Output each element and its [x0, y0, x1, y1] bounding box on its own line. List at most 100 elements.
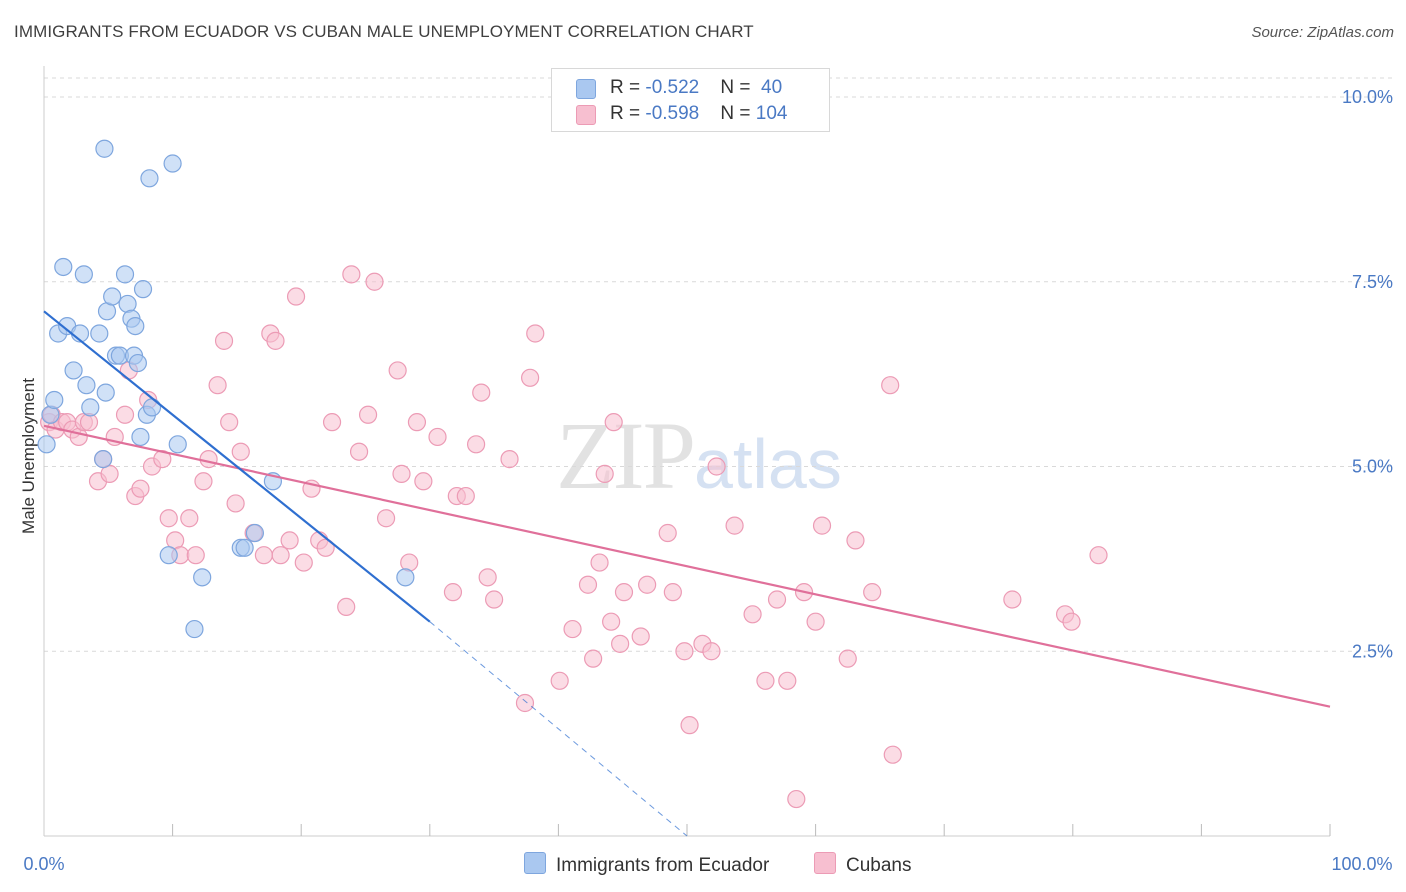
cubans-point-70 — [584, 649, 603, 668]
cubans-point-81 — [675, 642, 694, 661]
cubans-point-64 — [515, 693, 535, 713]
cubans-point-26 — [199, 450, 218, 469]
grid-lines — [44, 77, 1394, 652]
cubans-point-74 — [604, 413, 623, 432]
cubans-point-48 — [365, 272, 384, 291]
cubans-point-63 — [500, 450, 519, 469]
cubans-point-93 — [806, 612, 825, 631]
cubans-point-89 — [767, 590, 787, 609]
ecuador-point-36 — [235, 538, 254, 557]
chart-title: IMMIGRANTS FROM ECUADOR VS CUBAN MALE UN… — [14, 22, 754, 41]
cubans-trend-line — [43, 424, 1331, 708]
cubans-point-67 — [550, 671, 569, 690]
legend-r-value: -0.598 — [645, 103, 700, 124]
watermark-zip: ZIP — [556, 402, 696, 509]
ecuador-point-34 — [193, 568, 212, 587]
ecuador-point-29 — [142, 398, 162, 417]
cubans-point-49 — [376, 509, 396, 528]
ecuador-point-33 — [185, 619, 204, 639]
cubans-point-79 — [658, 523, 677, 543]
ecuador-point-12 — [94, 450, 113, 469]
cubans-point-68 — [563, 619, 582, 639]
cubans-point-44 — [337, 597, 356, 617]
cubans-point-29 — [220, 413, 239, 432]
cubans-point-94 — [812, 516, 832, 535]
y-tick-label-2: 7.5% — [1352, 272, 1393, 292]
bottom-legend-ecuador: Immigrants from Ecuador — [524, 852, 769, 877]
ecuador-point-4 — [54, 257, 73, 277]
ecuador-point-31 — [163, 154, 182, 173]
correlation-legend: R = -0.522 N = 40 R = -0.598 N = 104 — [551, 68, 830, 132]
bottom-legend-swatch-cubans — [814, 852, 836, 874]
cubans-point-62 — [485, 590, 504, 609]
ecuador-point-13 — [96, 383, 115, 402]
legend-n-label: N = — [720, 103, 756, 124]
cubans-point-53 — [407, 413, 427, 432]
cubans-point-36 — [271, 546, 290, 565]
legend-r-label: R = — [610, 77, 646, 98]
ecuador-point-19 — [115, 265, 135, 284]
y-axis-tick-labels: 2.5% 5.0% 7.5% 10.0% — [1342, 87, 1393, 661]
cubans-point-98 — [881, 376, 900, 395]
cubans-point-102 — [1062, 612, 1081, 631]
cubans-point-78 — [638, 575, 657, 594]
cubans-point-47 — [358, 405, 378, 424]
x-tick-label-max: 100.0% — [1331, 854, 1392, 874]
cubans-point-25 — [194, 472, 213, 491]
ecuador-point-2 — [45, 390, 64, 410]
y-tick-label-3: 10.0% — [1342, 87, 1393, 107]
cubans-point-37 — [280, 531, 299, 550]
ecuador-point-9 — [81, 398, 100, 417]
legend-n-value: 104 — [755, 103, 788, 124]
cubans-point-20 — [159, 509, 178, 528]
legend-swatch-ecuador — [576, 79, 596, 99]
bottom-legend-swatch-ecuador — [524, 852, 546, 874]
cubans-point-54 — [414, 472, 433, 491]
cubans-point-61 — [478, 568, 497, 587]
legend-n-value: 40 — [755, 77, 783, 98]
bottom-legend-label-ecuador: Immigrants from Ecuador — [556, 855, 770, 876]
y-tick-label-1: 5.0% — [1352, 457, 1393, 477]
cubans-points — [40, 265, 1108, 809]
cubans-point-73 — [602, 612, 621, 631]
cubans-point-27 — [208, 376, 227, 395]
ecuador-point-11 — [90, 324, 109, 343]
legend-text-ecuador: R = -0.522 N = 40 — [610, 77, 782, 99]
cubans-point-45 — [342, 265, 361, 284]
y-axis-title: Male Unemployment — [19, 378, 38, 534]
ecuador-point-24 — [128, 353, 147, 373]
bottom-legend-label-cubans: Cubans — [846, 855, 912, 876]
cubans-point-86 — [725, 516, 744, 535]
cubans-point-33 — [254, 546, 274, 565]
cubans-point-59 — [466, 435, 486, 454]
cubans-point-97 — [863, 583, 882, 602]
cubans-point-69 — [578, 575, 598, 594]
cubans-point-72 — [595, 464, 614, 483]
cubans-point-75 — [611, 634, 630, 653]
cubans-point-28 — [214, 331, 234, 350]
ecuador-point-6 — [64, 361, 83, 380]
legend-r-label: R = — [610, 103, 646, 124]
watermark-logo: ZIPatlas — [556, 400, 842, 511]
cubans-point-16 — [131, 479, 150, 498]
cubans-point-51 — [392, 464, 411, 483]
x-axis-ticks — [172, 824, 1331, 836]
cubans-point-76 — [614, 583, 634, 602]
cubans-point-77 — [631, 627, 650, 646]
bottom-legend-cubans: Cubans — [814, 852, 912, 877]
ecuador-point-37 — [245, 523, 265, 543]
chart-source: Source: ZipAtlas.com — [1251, 24, 1394, 41]
ecuador-trend-line — [43, 310, 431, 623]
cubans-point-90 — [778, 671, 797, 690]
cubans-point-85 — [707, 457, 726, 476]
cubans-point-39 — [294, 553, 313, 572]
cubans-point-95 — [838, 649, 857, 668]
cubans-point-43 — [322, 413, 342, 432]
cubans-point-96 — [846, 531, 865, 550]
ecuador-point-14 — [95, 139, 114, 158]
cubans-point-103 — [1089, 546, 1108, 565]
cubans-point-35 — [266, 331, 285, 350]
cubans-point-55 — [428, 427, 447, 447]
cubans-point-58 — [456, 486, 475, 506]
